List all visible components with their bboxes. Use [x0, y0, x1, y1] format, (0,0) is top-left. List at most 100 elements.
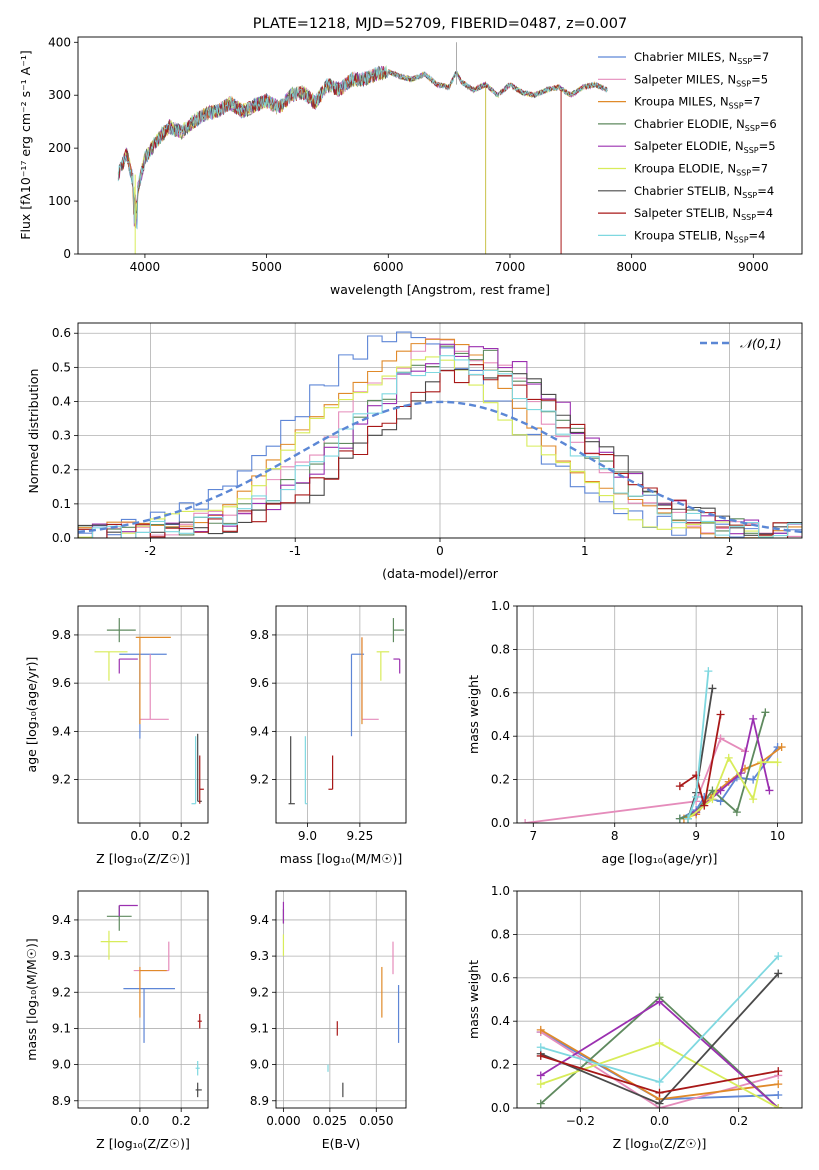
y-tick-label: 300 [48, 88, 71, 102]
y-tick-label: 0.8 [491, 642, 510, 656]
y-tick-label: 0.0 [52, 531, 71, 545]
x-tick-label: 9 [692, 829, 700, 843]
y-tick-label: 9.2 [52, 773, 71, 787]
x-tick-label: 2 [726, 544, 734, 558]
spectrum-line [117, 67, 608, 226]
y-tick-label: 0.1 [52, 497, 71, 511]
y-tick-label: 9.1 [52, 1021, 71, 1035]
y-tick-label: 9.2 [250, 985, 269, 999]
x-tick-label: 0.2 [172, 1114, 191, 1128]
spectrum-line [117, 66, 608, 228]
y-tick-label: 9.3 [52, 949, 71, 963]
y-tick-label: 400 [48, 35, 71, 49]
y-tick-label: 1.0 [491, 884, 510, 898]
point-marker [655, 1088, 664, 1097]
point-marker [716, 786, 725, 795]
legend-label: Kroupa MILES, NSSP=7 [634, 95, 760, 111]
x-tick-label: 0 [436, 544, 444, 558]
y-tick-label: 9.4 [52, 724, 71, 738]
axes-frame [77, 605, 209, 824]
point-marker [536, 1025, 545, 1034]
legend-label: Chabrier MILES, NSSP=7 [634, 50, 769, 66]
x-tick-label: −0.2 [566, 1114, 595, 1128]
x-tick-label: 1 [581, 544, 589, 558]
point-marker [704, 667, 713, 676]
y-tick-label: 0.8 [491, 927, 510, 941]
chart-panel-5: 7 8 9 10 0.0 0.2 0.4 0.6 0.8 1.0 age [log₁₀(age/yr… [466, 599, 803, 866]
point-marker [692, 792, 701, 801]
x-axis-label: Z [log₁₀(Z/Z☉)] [613, 1136, 707, 1151]
x-tick-label: 10 [770, 829, 785, 843]
point-marker [749, 795, 758, 804]
y-tick-label: 9.2 [250, 773, 269, 787]
y-tick-label: 0.4 [491, 729, 510, 743]
x-tick-label: 0.0 [130, 1114, 149, 1128]
axes-frame [516, 605, 803, 824]
x-tick-label: 8 [611, 829, 619, 843]
point-marker [675, 814, 684, 823]
point-marker [774, 1067, 783, 1076]
point-marker [655, 997, 664, 1006]
spectrum-line [117, 65, 608, 214]
chart-panel-8: −0.2 0.0 0.2 0.0 0.2 0.4 0.6 0.8 1.0 Z [log₁₀(Z/Z… [466, 884, 803, 1151]
y-tick-label: 9.6 [52, 676, 71, 690]
y-tick-label: 9.8 [52, 628, 71, 642]
legend-label: Chabrier STELIB, NSSP=4 [634, 184, 774, 200]
histogram-step [78, 355, 802, 538]
x-tick-label: 9000 [738, 260, 769, 274]
x-axis-label: (data-model)/error [382, 566, 499, 581]
y-tick-label: 0.6 [491, 686, 510, 700]
spectrum-line [117, 66, 608, 229]
legend: Chabrier MILES, NSSP=7 Salpeter MILES, NS… [598, 50, 777, 244]
plot-area-8 [517, 891, 802, 1108]
y-tick-label: 9.2 [52, 985, 71, 999]
point-marker [708, 684, 717, 693]
y-tick-label: 100 [48, 194, 71, 208]
point-marker [749, 775, 758, 784]
spectrum-line [117, 65, 608, 229]
point-marker [655, 1038, 664, 1047]
y-tick-label: 0.2 [52, 463, 71, 477]
chart-panel-1: 4000 5000 6000 7000 8000 9000 0 100 200 300 400 PLA… [18, 16, 803, 297]
legend-label: Chabrier ELODIE, NSSP=6 [634, 117, 777, 133]
point-marker [732, 808, 741, 817]
plot-area-7 [276, 891, 406, 1108]
point-marker [774, 1080, 783, 1089]
point-marker [536, 1071, 545, 1080]
y-tick-label: 0.4 [491, 1014, 510, 1028]
x-tick-label: 0.0 [650, 1114, 669, 1128]
point-marker [700, 801, 709, 810]
legend-label: Salpeter MILES, NSSP=5 [634, 72, 768, 88]
x-tick-label: 0.000 [266, 1114, 300, 1128]
point-marker [773, 758, 782, 767]
y-axis-label: mass weight [466, 675, 481, 754]
y-tick-label: 9.6 [250, 676, 269, 690]
point-marker [655, 1099, 664, 1108]
point-marker [536, 1043, 545, 1052]
x-tick-label: -2 [144, 544, 156, 558]
x-axis-label: E(B-V) [322, 1136, 361, 1151]
x-tick-label: 5000 [251, 260, 282, 274]
x-tick-label: 6000 [373, 260, 404, 274]
point-marker [761, 708, 770, 717]
axes-frame [77, 36, 803, 255]
y-tick-label: 0.0 [491, 1101, 510, 1115]
x-tick-label: 8000 [616, 260, 647, 274]
y-tick-label: 8.9 [250, 1094, 269, 1108]
y-tick-label: 0.3 [52, 429, 71, 443]
y-axis-label: age [log₁₀(age/yr)] [24, 657, 39, 773]
histogram-step [78, 343, 802, 538]
axes-frame [275, 890, 407, 1109]
y-tick-label: 9.4 [250, 724, 269, 738]
plot-area-1 [117, 42, 608, 254]
chart-title: PLATE=1218, MJD=52709, FIBERID=0487, z=0… [253, 16, 627, 32]
x-tick-label: 0.2 [729, 1114, 748, 1128]
y-axis-label: Flux [fλ10⁻¹⁷ erg cm⁻² s⁻¹ A⁻¹] [18, 50, 33, 239]
y-tick-label: 0.6 [52, 326, 71, 340]
chart-panel-7: 0.000 0.025 0.050 8.9 9.0 9.1 9.2 9.3 9.4 E(B-V) [250, 890, 407, 1151]
y-tick-label: 0.6 [491, 971, 510, 985]
chart-panel-2: -2 -1 0 1 2 0.0 0.1 0.2 0.3 0.4 0.5 0.6 (data-model)… [26, 322, 803, 581]
x-axis-label: age [log₁₀(age/yr)] [602, 851, 718, 866]
plot-area-2 [78, 323, 802, 538]
